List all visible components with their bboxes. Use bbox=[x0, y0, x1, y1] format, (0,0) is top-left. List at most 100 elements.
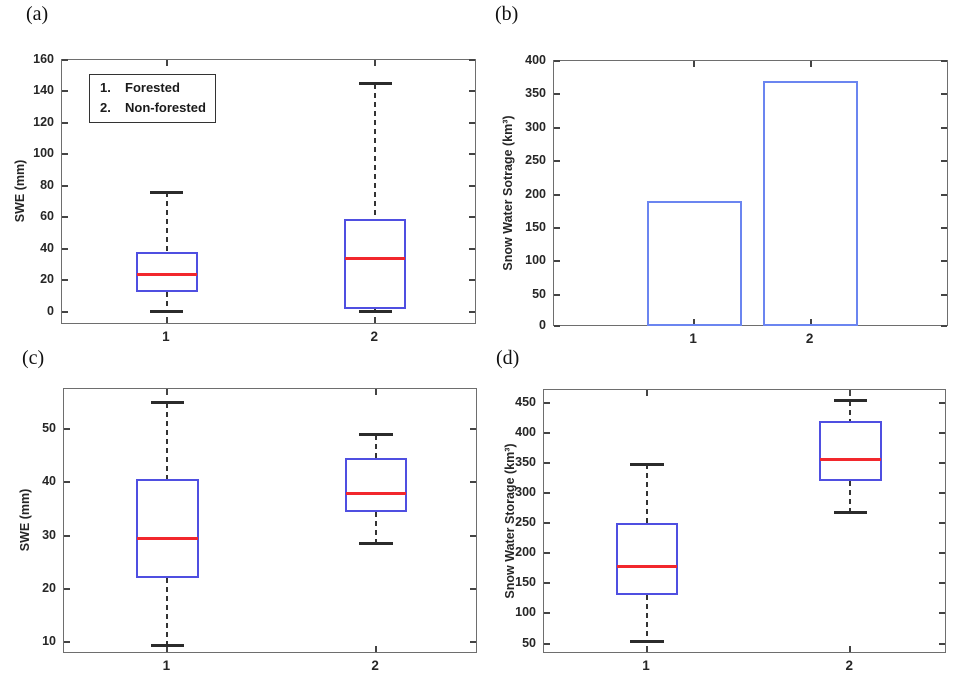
lower-whisker bbox=[646, 594, 649, 642]
whisker-cap-bottom bbox=[358, 310, 392, 314]
whisker-cap-top bbox=[359, 433, 393, 437]
x-tick-top bbox=[693, 61, 696, 67]
y-tick bbox=[62, 216, 68, 219]
y-tick-label: 100 bbox=[33, 146, 54, 161]
y-tick-label: 0 bbox=[47, 303, 54, 318]
y-tick-label: 30 bbox=[42, 527, 56, 542]
y-tick bbox=[64, 640, 70, 643]
x-tick-label: 2 bbox=[805, 331, 814, 346]
y-tick-right bbox=[939, 491, 945, 494]
y-tick-right bbox=[939, 461, 945, 464]
box-rect bbox=[818, 420, 882, 481]
y-tick bbox=[554, 126, 560, 129]
y-tick-right bbox=[941, 126, 947, 129]
y-tick-label: 200 bbox=[515, 545, 536, 560]
plot-area-d bbox=[543, 389, 946, 653]
bar bbox=[763, 81, 858, 327]
x-tick bbox=[166, 646, 169, 652]
y-tick-right bbox=[941, 325, 947, 327]
median-line bbox=[345, 491, 407, 495]
whisker-cap-bottom bbox=[150, 310, 184, 314]
whisker-cap-bottom bbox=[359, 542, 393, 545]
legend-item: 2. Non-forested bbox=[100, 98, 215, 118]
y-tick-right bbox=[469, 153, 475, 156]
y-tick bbox=[64, 481, 70, 484]
y-tick-label: 350 bbox=[525, 86, 546, 101]
x-tick bbox=[165, 317, 168, 323]
y-tick-right bbox=[469, 247, 475, 250]
x-tick-label: 1 bbox=[642, 658, 650, 673]
legend-item-number: 2. bbox=[100, 100, 111, 115]
y-tick-label: 150 bbox=[525, 219, 546, 234]
y-tick-right bbox=[939, 401, 945, 404]
y-tick-right bbox=[939, 612, 945, 615]
y-tick-label: 100 bbox=[515, 605, 536, 620]
y-tick-label: 150 bbox=[515, 575, 536, 590]
y-tick-label: 160 bbox=[33, 52, 54, 66]
y-tick-right bbox=[469, 90, 475, 93]
median-line bbox=[819, 458, 881, 462]
y-tick-right bbox=[469, 310, 475, 313]
y-tick-label: 10 bbox=[42, 633, 56, 648]
lower-whisker bbox=[849, 480, 852, 513]
x-tick-label: 1 bbox=[689, 331, 697, 346]
y-tick bbox=[544, 552, 550, 555]
legend-box: 1. Forested 2. Non-forested bbox=[89, 74, 216, 123]
x-tick-top bbox=[646, 390, 649, 396]
y-tick bbox=[64, 534, 70, 537]
y-tick-right bbox=[941, 193, 947, 196]
y-tick-label: 300 bbox=[515, 484, 536, 499]
y-tick bbox=[554, 193, 560, 196]
x-tick-top bbox=[166, 389, 169, 395]
plot-area-b bbox=[553, 60, 948, 327]
y-tick-right bbox=[470, 428, 476, 431]
y-tick bbox=[544, 491, 550, 494]
y-tick-label: 60 bbox=[40, 209, 54, 224]
upper-whisker bbox=[374, 83, 377, 219]
median-line bbox=[345, 256, 406, 260]
y-tick-right bbox=[470, 481, 476, 484]
x-tick bbox=[693, 319, 696, 325]
x-tick bbox=[646, 646, 649, 652]
y-tick bbox=[544, 582, 550, 585]
y-tick-right bbox=[469, 184, 475, 187]
y-tick-label: 120 bbox=[33, 114, 54, 129]
x-tick-label: 2 bbox=[845, 658, 853, 673]
y-tick bbox=[544, 461, 550, 464]
median-line bbox=[616, 564, 678, 568]
x-tick-top bbox=[375, 389, 378, 395]
y-tick-label: 140 bbox=[33, 83, 54, 98]
x-tick-label: 1 bbox=[162, 329, 170, 344]
y-tick bbox=[62, 121, 68, 124]
y-tick-right bbox=[939, 552, 945, 555]
y-tick-right bbox=[470, 587, 476, 590]
y-tick bbox=[62, 279, 68, 282]
y-tick-right bbox=[469, 279, 475, 282]
y-tick-right bbox=[939, 642, 945, 645]
x-tick bbox=[374, 317, 377, 323]
x-tick-label: 2 bbox=[371, 658, 379, 673]
x-tick-label: 1 bbox=[162, 658, 171, 673]
y-axis-label-c: SWE (mm) bbox=[18, 488, 32, 552]
y-tick-right bbox=[939, 522, 945, 525]
panel-label-b: (b) bbox=[495, 3, 519, 25]
whisker-cap-top bbox=[150, 401, 184, 405]
legend-item-label: Forested bbox=[125, 80, 180, 95]
y-tick-label: 40 bbox=[42, 474, 56, 489]
y-tick-right bbox=[941, 226, 947, 229]
upper-whisker bbox=[646, 464, 649, 524]
y-tick-label: 350 bbox=[515, 454, 536, 469]
plot-area-a: 1. Forested 2. Non-forested bbox=[61, 59, 476, 324]
y-tick bbox=[62, 153, 68, 156]
y-tick bbox=[544, 642, 550, 645]
panel-label-c: (c) bbox=[22, 347, 45, 369]
y-tick bbox=[62, 184, 68, 187]
y-tick bbox=[554, 226, 560, 229]
plot-area-c bbox=[63, 388, 477, 653]
whisker-cap-bottom bbox=[630, 639, 664, 643]
legend-item: 1. Forested bbox=[100, 78, 215, 98]
box-rect bbox=[136, 479, 199, 578]
panel-d: (d) Snow Water Storage (km³) 50 100 150 200… bbox=[490, 345, 961, 684]
box-rect bbox=[344, 458, 408, 512]
